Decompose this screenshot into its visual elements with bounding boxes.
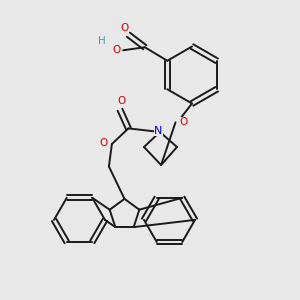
Text: O: O: [99, 137, 108, 148]
Text: N: N: [154, 125, 163, 136]
Text: O: O: [112, 45, 121, 55]
Text: H: H: [98, 36, 106, 46]
Text: O: O: [117, 96, 126, 106]
Text: O: O: [121, 23, 129, 33]
Text: O: O: [180, 117, 188, 128]
